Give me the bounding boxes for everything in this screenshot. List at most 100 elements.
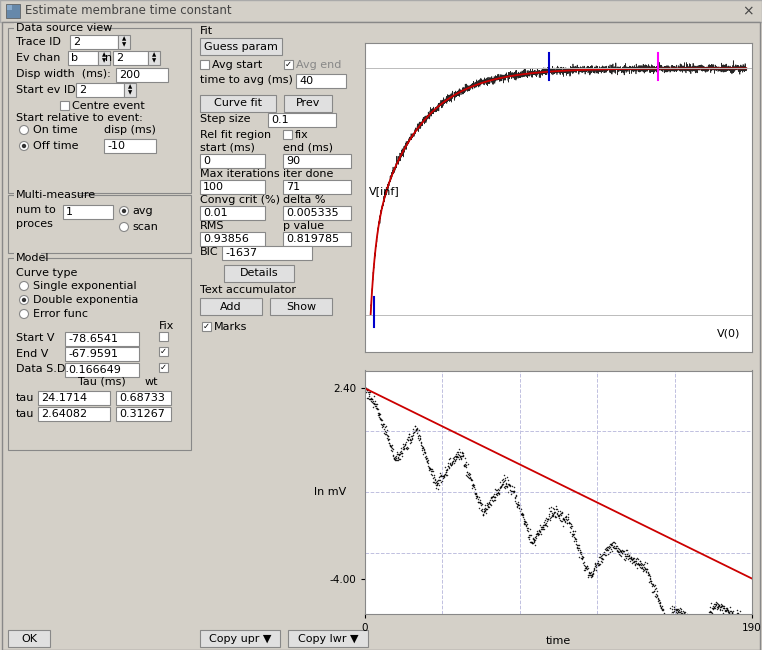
Circle shape: [20, 281, 28, 291]
Text: -78.6541: -78.6541: [68, 334, 118, 344]
Point: [570, 540, 582, 550]
Point: [725, 610, 737, 620]
Point: [506, 486, 518, 496]
Point: [482, 502, 495, 512]
Point: [511, 497, 523, 508]
Point: [619, 551, 631, 562]
Point: [419, 454, 431, 464]
Point: [426, 463, 438, 474]
Point: [400, 437, 412, 447]
Point: [507, 486, 520, 496]
Point: [427, 476, 440, 487]
Point: [374, 413, 386, 424]
Point: [667, 608, 679, 619]
Point: [744, 619, 757, 629]
Point: [623, 551, 635, 562]
Point: [455, 451, 467, 462]
Point: [553, 511, 565, 521]
Point: [482, 501, 495, 512]
Point: [519, 519, 531, 529]
Point: [478, 507, 490, 517]
Text: b: b: [71, 53, 78, 63]
Point: [517, 514, 530, 524]
Point: [366, 394, 378, 404]
Point: [409, 424, 421, 434]
Point: [681, 609, 693, 619]
Point: [732, 605, 744, 616]
Bar: [14, 23, 92, 33]
Point: [733, 613, 745, 623]
Point: [360, 385, 373, 395]
Point: [368, 398, 380, 408]
Point: [584, 572, 597, 582]
Point: [585, 567, 597, 578]
Point: [520, 519, 532, 530]
Point: [668, 606, 680, 616]
Point: [720, 605, 732, 616]
Point: [604, 541, 616, 551]
Point: [722, 609, 734, 619]
Point: [643, 574, 655, 584]
Text: Multi-measure: Multi-measure: [16, 190, 96, 200]
Point: [697, 619, 709, 629]
Point: [738, 614, 750, 625]
Point: [534, 520, 546, 530]
Point: [697, 617, 709, 627]
Point: [700, 614, 712, 625]
Point: [363, 387, 375, 397]
Point: [526, 538, 538, 549]
Point: [725, 606, 738, 617]
Point: [744, 616, 757, 626]
Point: [614, 545, 626, 556]
Point: [696, 612, 709, 623]
Point: [680, 610, 693, 620]
Text: Trace ID: Trace ID: [16, 37, 61, 47]
Point: [628, 557, 640, 567]
Point: [362, 393, 374, 403]
Point: [504, 480, 516, 490]
Point: [618, 546, 630, 556]
Point: [642, 570, 655, 580]
Text: Step size: Step size: [200, 114, 251, 124]
Text: ▲: ▲: [152, 53, 156, 57]
Point: [369, 396, 381, 407]
Point: [544, 515, 556, 526]
Point: [584, 567, 597, 578]
Point: [563, 517, 575, 527]
Point: [726, 608, 738, 618]
Point: [395, 443, 408, 453]
Bar: [38, 407, 110, 421]
Point: [620, 551, 632, 561]
Point: [465, 474, 477, 484]
Bar: [284, 95, 332, 112]
Point: [618, 548, 630, 558]
Point: [620, 545, 632, 555]
Point: [687, 627, 700, 637]
Point: [372, 410, 384, 420]
Point: [549, 504, 562, 514]
Point: [568, 532, 580, 542]
Point: [719, 606, 731, 617]
Point: [704, 606, 716, 616]
Point: [556, 513, 568, 523]
Point: [728, 614, 740, 625]
Point: [518, 516, 530, 526]
Point: [580, 564, 592, 574]
Point: [581, 561, 593, 571]
Point: [531, 528, 543, 538]
Text: ln mV: ln mV: [314, 488, 346, 497]
Text: delta %: delta %: [283, 195, 325, 205]
Point: [608, 542, 620, 552]
Point: [578, 560, 591, 570]
Point: [684, 621, 696, 631]
Point: [418, 445, 431, 455]
Point: [388, 454, 400, 464]
Point: [517, 509, 530, 519]
Point: [396, 448, 408, 458]
Point: [711, 602, 723, 612]
Point: [572, 543, 584, 554]
Point: [687, 626, 699, 636]
Point: [636, 559, 648, 569]
Bar: [200, 180, 265, 194]
Text: ✓: ✓: [203, 322, 210, 331]
